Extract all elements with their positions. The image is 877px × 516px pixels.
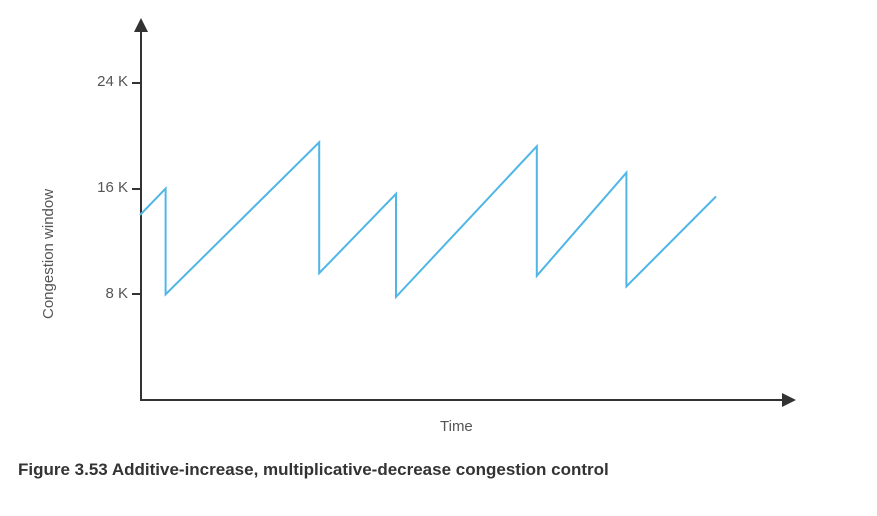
- plot-area: 8 K16 K24 K: [140, 30, 780, 400]
- x-axis-label: Time: [440, 418, 473, 435]
- y-axis-label: Congestion window: [40, 189, 57, 319]
- figure-caption: Figure 3.53 Additive-increase, multiplic…: [18, 460, 609, 480]
- y-tick-label: 8 K: [78, 285, 128, 302]
- y-tick-label: 24 K: [78, 73, 128, 90]
- y-tick-label: 16 K: [78, 179, 128, 196]
- figure-container: 8 K16 K24 K Congestion window Time Figur…: [0, 0, 877, 516]
- x-axis-arrow: [140, 399, 796, 419]
- congestion-window-series: [140, 30, 780, 400]
